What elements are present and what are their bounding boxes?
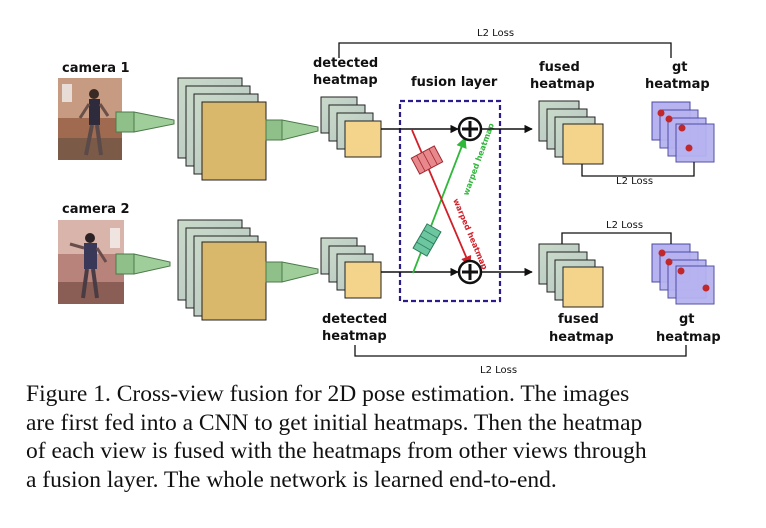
gt-heatmap-stack-bottom: [651, 243, 715, 305]
l2-loss-bottom-inner-label: L2 Loss: [606, 220, 643, 231]
detected-heatmap-stack-bottom: [320, 237, 382, 299]
detected-heatmap-bottom-label-2: heatmap: [322, 329, 387, 344]
fusion-sum-node-top: [457, 116, 483, 142]
gt-heatmap-top-label-2: heatmap: [645, 77, 710, 92]
camera-2-label: camera 2: [62, 202, 130, 217]
fused-heatmap-top-label-1: fused: [539, 60, 580, 75]
gt-keypoint: [685, 144, 693, 152]
cnn-input-block-2: [115, 253, 135, 275]
l2-loss-bracket-bottom-outer: [354, 345, 687, 357]
cnn-input-block-1: [115, 111, 135, 133]
fused-heatmap-stack-bottom: [538, 243, 604, 308]
l2-loss-top-inner-label: L2 Loss: [616, 176, 653, 187]
gt-keypoint: [677, 267, 685, 275]
camera-1-label: camera 1: [62, 61, 130, 76]
cnn-cone-2: [133, 253, 171, 275]
gt-heatmap-bottom-label-1: gt: [679, 312, 695, 327]
fused-heatmap-top-label-2: heatmap: [530, 77, 595, 92]
camera-2-image: [58, 220, 124, 304]
l2-loss-bracket-top-inner: [581, 162, 695, 177]
l2-loss-bracket-top-outer: [338, 42, 672, 58]
fusion-sum-node-bottom: [457, 259, 483, 285]
detected-heatmap-top-label-1: detected: [313, 56, 378, 71]
gt-keypoint: [657, 109, 665, 117]
figure-caption: Figure 1. Cross-view fusion for 2D pose …: [26, 380, 756, 494]
gt-keypoint: [665, 115, 673, 123]
fusion-layer-label: fusion layer: [411, 75, 498, 90]
cnn-input-block-1b: [265, 119, 283, 141]
caption-line-1: Figure 1. Cross-view fusion for 2D pose …: [26, 381, 630, 407]
gt-keypoint: [665, 258, 673, 266]
cnn-input-block-2b: [265, 261, 283, 283]
feature-map-stack-2: [177, 219, 267, 321]
gt-heatmap-bottom-label-2: heatmap: [656, 330, 721, 345]
gt-keypoint: [658, 249, 666, 257]
fused-heatmap-stack-top: [538, 100, 604, 165]
fusion-weight-block-red: [410, 145, 444, 175]
fusion-weight-block-green: [412, 223, 442, 257]
l2-loss-bottom-outer-label: L2 Loss: [480, 365, 517, 375]
cnn-cone-1b: [281, 119, 319, 141]
feature-map-stack-1: [177, 77, 267, 181]
detected-heatmap-top-label-2: heatmap: [313, 73, 378, 88]
camera-1-image: [58, 78, 122, 160]
caption-line-3: of each view is fused with the heatmaps …: [26, 438, 647, 464]
detected-heatmap-bottom-label-1: detected: [322, 312, 387, 327]
gt-keypoint: [702, 284, 710, 292]
l2-loss-top-outer-label: L2 Loss: [477, 28, 514, 39]
l2-loss-bracket-bottom-inner: [561, 232, 672, 244]
pose-fusion-diagram: camera 1 camera 2: [58, 28, 721, 375]
detected-heatmap-stack-top: [320, 96, 382, 158]
gt-heatmap-stack-top: [651, 101, 715, 163]
gt-heatmap-top-label-1: gt: [672, 60, 688, 75]
fused-heatmap-bottom-label-1: fused: [558, 312, 599, 327]
fused-heatmap-bottom-label-2: heatmap: [549, 330, 614, 345]
cnn-cone-2b: [281, 261, 319, 283]
caption-line-2: are first fed into a CNN to get initial …: [26, 409, 643, 436]
gt-keypoint: [678, 124, 686, 132]
caption-line-4: a fusion layer. The whole network is lea…: [26, 466, 557, 493]
cnn-cone-1: [133, 111, 175, 133]
fusion-layer-box: [398, 99, 502, 303]
